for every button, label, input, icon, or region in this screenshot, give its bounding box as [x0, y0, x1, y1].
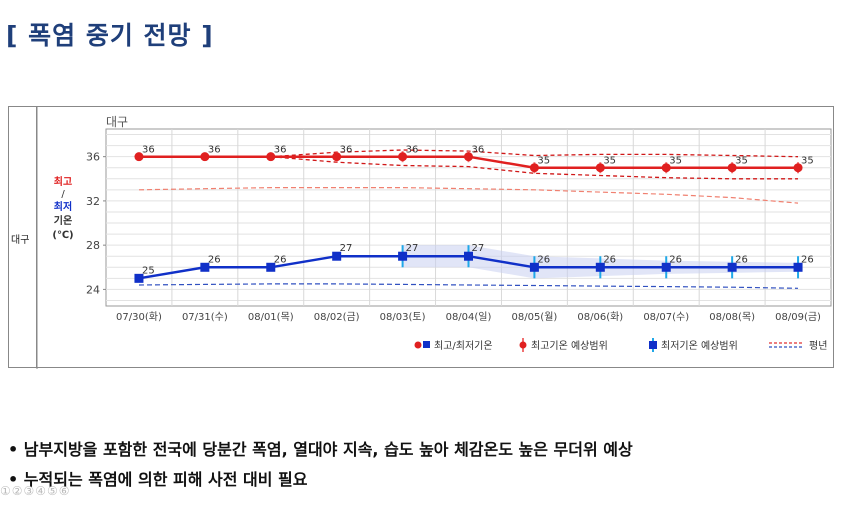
page-navigation-dots[interactable]: ①②③④⑤⑥ — [0, 484, 71, 498]
min-temp-label: 26 — [669, 254, 682, 265]
min-temp-label: 26 — [735, 254, 748, 265]
bullet-item-1: • 남부지방을 포함한 전국에 당분간 폭염, 열대야 지속, 습도 높아 체감… — [8, 440, 633, 459]
max-temp-label: 36 — [208, 145, 221, 156]
region-label: 대구 — [11, 235, 30, 246]
min-temp-point — [398, 251, 408, 261]
min-temp-label: 26 — [603, 254, 616, 265]
max-temp-label: 35 — [735, 156, 748, 167]
plot-area — [105, 128, 832, 307]
xtick-label: 08/03(토) — [380, 312, 426, 323]
max-temp-label: 35 — [801, 156, 814, 167]
max-temp-point — [200, 152, 210, 162]
max-temp-label: 36 — [472, 145, 485, 156]
ytick-label: 32 — [86, 195, 100, 208]
min-temp-point — [266, 262, 276, 272]
xtick-label: 08/04(일) — [446, 311, 492, 323]
max-temp-label: 35 — [669, 156, 682, 167]
xtick-label: 08/09(금) — [775, 311, 821, 323]
max-temp-label: 36 — [274, 145, 287, 156]
ylabel-unit-2: (℃) — [52, 230, 73, 241]
min-temp-point — [332, 251, 342, 261]
min-temp-label: 27 — [406, 243, 419, 254]
max-temp-label: 35 — [603, 156, 616, 167]
legend-label-max-range: 최고기온 예상범위 — [531, 339, 608, 352]
max-temp-point — [266, 152, 276, 162]
legend-min-range-marker — [649, 341, 657, 349]
ylabel-slash: / — [61, 189, 65, 200]
max-temp-point — [595, 163, 605, 173]
chart-panel-title: 대구 — [106, 115, 128, 129]
max-temp-point — [727, 163, 737, 173]
xtick-label: 08/06(화) — [577, 311, 623, 323]
ytick-label: 24 — [86, 283, 100, 296]
min-temp-label: 26 — [274, 254, 287, 265]
bullet-item-2: • 누적되는 폭염에 의한 피해 사전 대비 필요 — [8, 470, 308, 489]
min-temp-point — [464, 251, 473, 261]
min-temp-point — [793, 262, 803, 272]
min-temp-point — [727, 262, 737, 272]
ytick-label: 28 — [86, 239, 100, 252]
min-temp-point — [661, 262, 671, 272]
xtick-label: 08/07(수) — [643, 311, 689, 323]
min-temp-label: 26 — [801, 254, 814, 265]
max-temp-point — [134, 152, 144, 162]
legend-min-marker — [423, 341, 430, 348]
xtick-label: 07/31(수) — [182, 311, 228, 323]
xtick-label: 08/05(월) — [511, 311, 557, 323]
max-temp-point — [661, 163, 671, 173]
ylabel-unit-1: 기온 — [54, 214, 72, 227]
min-temp-label: 25 — [142, 265, 155, 276]
min-temp-point — [595, 262, 605, 272]
max-temp-point — [332, 152, 342, 162]
min-temp-point — [529, 262, 539, 272]
max-temp-label: 36 — [142, 145, 155, 156]
legend-max-marker — [414, 341, 422, 349]
max-temp-point — [793, 163, 803, 173]
legend-max-range-marker — [519, 341, 527, 349]
ylabel-min: 최저 — [54, 200, 72, 213]
min-temp-point — [134, 273, 144, 283]
legend-label-normal: 평년 — [809, 340, 827, 352]
min-temp-label: 27 — [472, 243, 485, 254]
max-temp-point — [398, 152, 408, 162]
ylabel-max: 최고 — [54, 175, 72, 188]
xtick-label: 07/30(화) — [116, 311, 162, 323]
ytick-label: 36 — [86, 151, 100, 164]
xtick-label: 08/08(목) — [709, 311, 755, 323]
min-temp-label: 26 — [537, 254, 550, 265]
min-temp-label: 26 — [208, 254, 221, 265]
page-title: [ 폭염 중기 전망 ] — [6, 21, 214, 50]
legend-label-actual: 최고/최저기온 — [434, 340, 493, 352]
max-temp-point — [529, 163, 539, 173]
max-temp-label: 36 — [406, 145, 419, 156]
legend-label-min-range: 최저기온 예상범위 — [661, 339, 738, 352]
xtick-label: 08/02(금) — [314, 311, 360, 323]
min-normal-line — [138, 283, 799, 289]
xtick-label: 08/01(목) — [248, 311, 294, 323]
max-temp-label: 36 — [340, 145, 353, 156]
max-temp-label: 35 — [537, 156, 550, 167]
max-normal-line — [138, 187, 799, 204]
max-temp-point — [464, 152, 473, 162]
min-temp-label: 27 — [340, 243, 353, 254]
min-temp-point — [200, 262, 210, 272]
forecast-chart-panel: 대구 대구 최고 / 최저 기온 (℃) 36 32 28 24 07/30(화) 07/31(수) 0… — [8, 106, 834, 369]
